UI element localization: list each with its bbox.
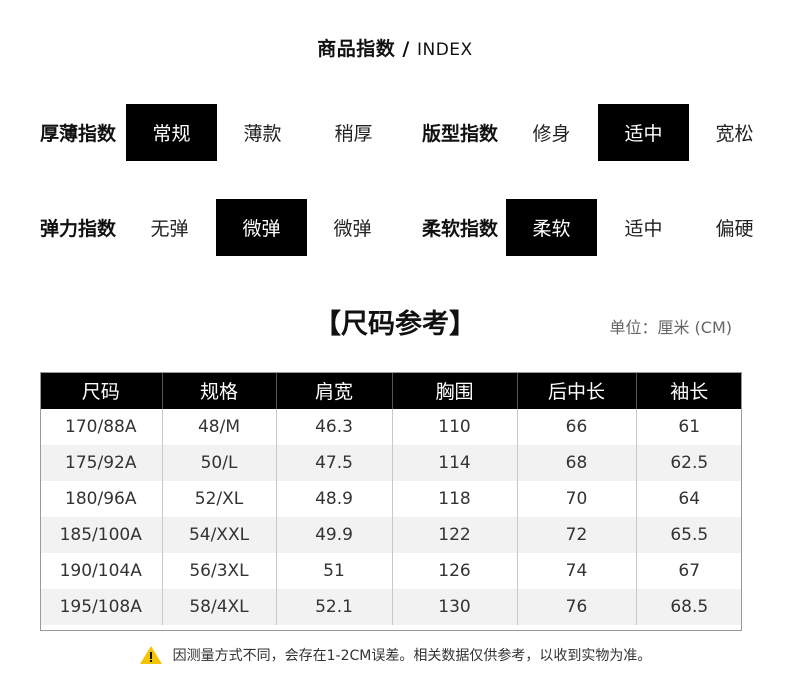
option-elasticity-slight: 微弹 (216, 199, 307, 256)
table-cell: 51 (275, 553, 392, 589)
table-cell: 122 (391, 517, 517, 553)
measurement-note: 因测量方式不同，会存在1-2CM误差。相关数据仅供参考，以收到实物为准。 (0, 645, 790, 665)
index-label-thickness: 厚薄指数 (39, 123, 116, 145)
table-cell: 170/88A (65, 417, 137, 437)
header-shoulder: 肩宽 (275, 372, 392, 409)
table-row: 170/88A 48/M 46.3 110 66 61 (40, 409, 742, 445)
note-text: 因测量方式不同，会存在1-2CM误差。相关数据仅供参考，以收到实物为准。 (172, 648, 652, 664)
table-cell: 74 (516, 553, 636, 589)
table-cell: 68 (516, 445, 636, 481)
table-cell: 62.5 (635, 445, 742, 481)
table-cell: 46.3 (275, 409, 392, 445)
table-cell: 48.9 (275, 481, 392, 517)
unit-label: 单位：厘米 (CM) (609, 318, 732, 337)
header-spec: 规格 (161, 372, 276, 409)
table-row: 180/96A 52/XL 48.9 118 70 64 (40, 481, 742, 517)
table-header-row: 尺码 规格 肩宽 胸围 后中长 袖长 (40, 372, 742, 409)
table-cell: 130 (391, 589, 517, 625)
table-cell: 64 (635, 481, 742, 517)
header-sleeve: 袖长 (635, 372, 742, 409)
index-label-softness: 柔软指数 (421, 218, 498, 240)
table-cell: 185/100A (40, 517, 162, 553)
table-cell: 195/108A (40, 589, 162, 625)
table-cell: 48/M (161, 409, 276, 445)
table-cell: 118 (391, 481, 517, 517)
header-size: 尺码 (40, 372, 162, 409)
table-cell: 76 (516, 589, 636, 625)
table-cell: 66 (516, 409, 636, 445)
table-cell: 65.5 (635, 517, 742, 553)
table-cell: 50/L (161, 445, 276, 481)
page-title: 商品指数 / INDEX (0, 34, 790, 61)
table-cell: 180/96A (65, 489, 137, 509)
index-row-2: 弹力指数 无弹 微弹 微弹 柔软指数 柔软 适中 偏硬 (0, 199, 790, 256)
option-softness-medium: 适中 (624, 218, 663, 240)
option-fit-loose: 宽松 (715, 123, 754, 145)
table-row: 175/92A 50/L 47.5 114 68 62.5 (40, 445, 742, 481)
table-cell: 110 (391, 409, 517, 445)
table-cell: 67 (635, 553, 742, 589)
warning-icon (139, 646, 162, 664)
table-cell: 190/104A (59, 561, 142, 581)
option-softness-soft: 柔软 (506, 199, 597, 256)
table-row: 185/100A 54/XXL 49.9 122 72 65.5 (40, 517, 742, 553)
table-row: 190/104A 56/3XL 51 126 74 67 (40, 553, 742, 589)
table-cell: 49.9 (275, 517, 392, 553)
table-cell: 58/4XL (161, 589, 276, 625)
index-label-elasticity: 弹力指数 (39, 218, 116, 240)
table-cell: 114 (391, 445, 517, 481)
option-elasticity-slight-2: 微弹 (333, 218, 372, 240)
option-thickness-regular: 常规 (126, 104, 217, 161)
option-elasticity-none: 无弹 (150, 218, 189, 240)
index-label-fit: 版型指数 (421, 123, 498, 145)
table-cell: 52.1 (275, 589, 392, 625)
header-length: 后中长 (516, 372, 636, 409)
table-cell: 47.5 (275, 445, 392, 481)
table-cell: 52/XL (161, 481, 276, 517)
table-cell: 61 (635, 409, 742, 445)
header-chest: 胸围 (391, 372, 517, 409)
table-cell: 70 (516, 481, 636, 517)
title-cn: 商品指数 (317, 38, 396, 60)
table-cell: 126 (391, 553, 517, 589)
index-row-1: 厚薄指数 常规 薄款 稍厚 版型指数 修身 适中 宽松 (0, 104, 790, 161)
option-thickness-thick: 稍厚 (334, 123, 373, 145)
title-en: INDEX (416, 40, 473, 60)
title-separator: / (395, 38, 417, 60)
table-row: 195/108A 58/4XL 52.1 130 76 68.5 (40, 589, 742, 625)
table-cell: 56/3XL (161, 553, 276, 589)
size-chart-title: 【尺码参考】 (314, 309, 476, 340)
size-table: 尺码 规格 肩宽 胸围 后中长 袖长 170/88A 48/M 46.3 110… (40, 372, 742, 625)
table-cell: 175/92A (40, 445, 162, 481)
option-fit-regular: 适中 (598, 104, 689, 161)
option-thickness-thin: 薄款 (243, 123, 282, 145)
option-softness-hard: 偏硬 (715, 218, 754, 240)
table-cell: 68.5 (635, 589, 742, 625)
table-cell: 72 (516, 517, 636, 553)
option-fit-slim: 修身 (532, 123, 571, 145)
table-cell: 54/XXL (161, 517, 276, 553)
